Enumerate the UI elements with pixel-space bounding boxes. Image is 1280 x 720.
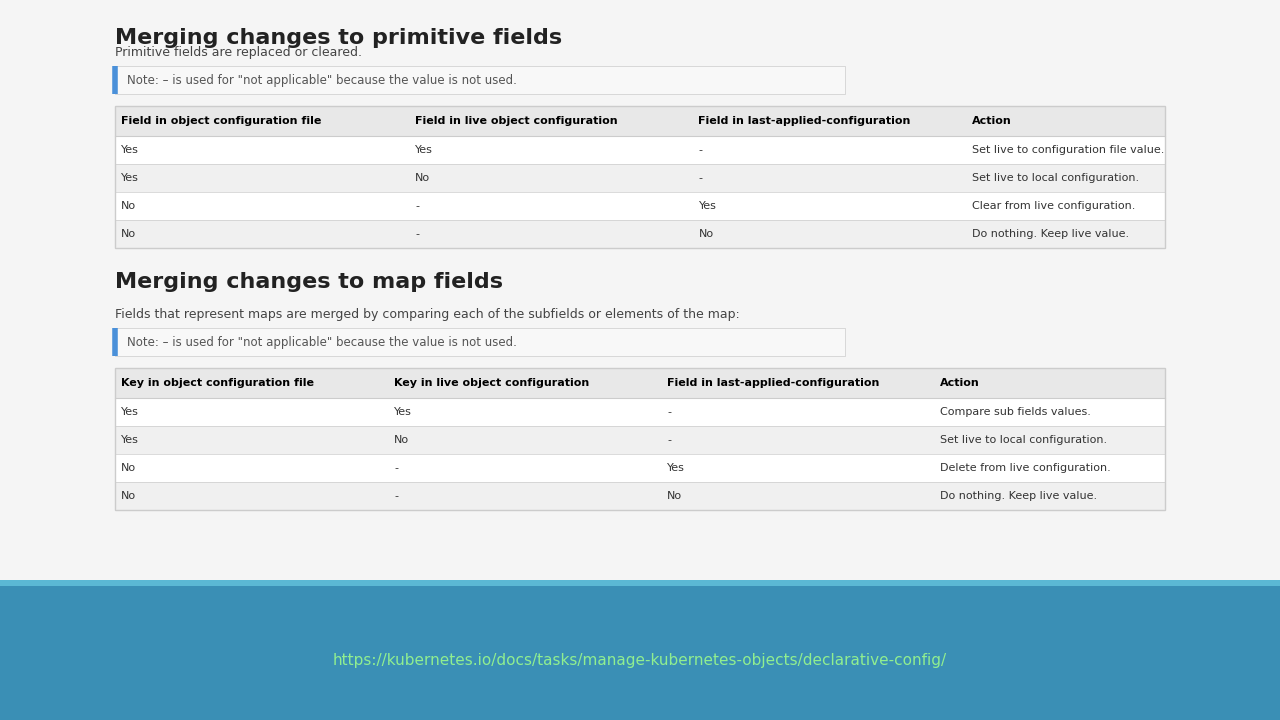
Text: Action: Action	[940, 378, 979, 388]
Text: -: -	[699, 173, 703, 183]
Text: Yes: Yes	[122, 435, 138, 445]
Text: Field in last-applied-configuration: Field in last-applied-configuration	[699, 116, 911, 126]
Text: Field in last-applied-configuration: Field in last-applied-configuration	[667, 378, 879, 388]
FancyBboxPatch shape	[115, 328, 845, 356]
FancyBboxPatch shape	[115, 368, 1165, 398]
Text: Key in object configuration file: Key in object configuration file	[122, 378, 314, 388]
Text: No: No	[667, 491, 682, 501]
Text: -: -	[415, 229, 419, 239]
Text: Clear from live configuration.: Clear from live configuration.	[972, 201, 1135, 211]
FancyBboxPatch shape	[115, 482, 1165, 510]
Text: Yes: Yes	[667, 463, 685, 473]
Text: No: No	[122, 201, 136, 211]
FancyBboxPatch shape	[115, 164, 1165, 192]
Text: Note: – is used for "not applicable" because the value is not used.: Note: – is used for "not applicable" bec…	[127, 73, 517, 86]
Text: Note: – is used for "not applicable" because the value is not used.: Note: – is used for "not applicable" bec…	[127, 336, 517, 348]
Text: No: No	[415, 173, 430, 183]
Text: Yes: Yes	[122, 145, 138, 155]
Text: Set live to configuration file value.: Set live to configuration file value.	[972, 145, 1164, 155]
Text: Yes: Yes	[699, 201, 717, 211]
FancyBboxPatch shape	[115, 398, 1165, 426]
Text: -: -	[667, 407, 671, 417]
Text: Yes: Yes	[415, 145, 433, 155]
Text: No: No	[122, 491, 136, 501]
Text: Primitive fields are replaced or cleared.: Primitive fields are replaced or cleared…	[115, 46, 362, 59]
Text: Merging changes to primitive fields: Merging changes to primitive fields	[115, 28, 562, 48]
Text: Field in live object configuration: Field in live object configuration	[415, 116, 618, 126]
Text: No: No	[394, 435, 410, 445]
FancyBboxPatch shape	[115, 136, 1165, 164]
Text: Compare sub fields values.: Compare sub fields values.	[940, 407, 1091, 417]
FancyBboxPatch shape	[115, 454, 1165, 482]
Text: Set live to local configuration.: Set live to local configuration.	[972, 173, 1139, 183]
Text: Do nothing. Keep live value.: Do nothing. Keep live value.	[972, 229, 1129, 239]
Text: Delete from live configuration.: Delete from live configuration.	[940, 463, 1111, 473]
Text: -: -	[394, 491, 398, 501]
Text: -: -	[699, 145, 703, 155]
Text: https://kubernetes.io/docs/tasks/manage-kubernetes-objects/declarative-config/: https://kubernetes.io/docs/tasks/manage-…	[333, 652, 947, 667]
Text: No: No	[122, 229, 136, 239]
Text: Key in live object configuration: Key in live object configuration	[394, 378, 589, 388]
Text: Field in object configuration file: Field in object configuration file	[122, 116, 321, 126]
Text: Merging changes to map fields: Merging changes to map fields	[115, 272, 503, 292]
Text: -: -	[394, 463, 398, 473]
Text: Do nothing. Keep live value.: Do nothing. Keep live value.	[940, 491, 1097, 501]
Text: No: No	[699, 229, 714, 239]
Text: Yes: Yes	[122, 173, 138, 183]
Text: No: No	[122, 463, 136, 473]
FancyBboxPatch shape	[115, 426, 1165, 454]
FancyBboxPatch shape	[115, 106, 1165, 136]
Text: Action: Action	[972, 116, 1011, 126]
Text: Yes: Yes	[122, 407, 138, 417]
FancyBboxPatch shape	[115, 220, 1165, 248]
Text: Fields that represent maps are merged by comparing each of the subfields or elem: Fields that represent maps are merged by…	[115, 308, 740, 321]
FancyBboxPatch shape	[0, 580, 1280, 720]
Text: Set live to local configuration.: Set live to local configuration.	[940, 435, 1107, 445]
FancyBboxPatch shape	[0, 580, 1280, 586]
Text: -: -	[667, 435, 671, 445]
FancyBboxPatch shape	[115, 192, 1165, 220]
Text: Yes: Yes	[394, 407, 412, 417]
FancyBboxPatch shape	[115, 66, 845, 94]
Text: -: -	[415, 201, 419, 211]
